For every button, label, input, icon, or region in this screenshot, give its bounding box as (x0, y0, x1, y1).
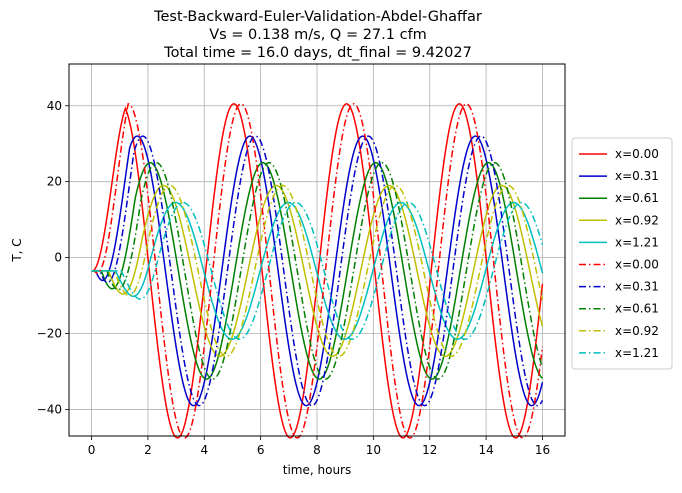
series-line-2 (91, 161, 543, 380)
y-tick-label: 0 (54, 251, 62, 265)
series-line-0 (91, 103, 544, 439)
legend-entry-label: x=0.61 (615, 302, 659, 316)
plot-lines (91, 103, 544, 439)
title-line-2: Vs = 0.138 m/s, Q = 27.1 cfm (209, 27, 427, 43)
series-line-4 (91, 201, 544, 340)
series-line-8 (91, 184, 544, 358)
chart-title: Test-Backward-Euler-Validation-Abdel-Gha… (153, 9, 482, 61)
legend-entry-label: x=0.00 (615, 258, 659, 272)
series-line-9 (91, 201, 544, 340)
y-tick-label: −20 (37, 327, 62, 341)
x-tick-label: 6 (257, 443, 265, 457)
legend-entry-label: x=0.31 (615, 280, 659, 294)
series-line-6 (91, 135, 544, 407)
legend-entry-label: x=1.21 (615, 346, 659, 360)
legend-entry-label: x=0.00 (615, 147, 659, 161)
grid (69, 64, 565, 436)
series-line-3 (91, 184, 544, 358)
x-tick-label: 8 (313, 443, 321, 457)
legend-entry-label: x=0.31 (615, 169, 659, 183)
x-tick-label: 16 (535, 443, 550, 457)
x-tick-label: 14 (478, 443, 493, 457)
axis-ticks: 0 2 4 6 8 10 12 14 16 −40 −20 0 20 40 (37, 99, 550, 457)
y-axis-label: T, C (10, 238, 24, 262)
x-tick-label: 12 (422, 443, 437, 457)
y-tick-label: 20 (47, 175, 62, 189)
legend: x=0.00 x=0.31 x=0.61 x=0.92 x=1.21 x=0.00 x=0.… (571, 137, 673, 370)
x-tick-label: 0 (88, 443, 96, 457)
title-line-3: Total time = 16.0 days, dt_final = 9.420… (163, 45, 472, 61)
y-tick-label: −40 (37, 402, 62, 416)
x-tick-label: 4 (200, 443, 208, 457)
legend-entry-label: x=0.92 (615, 324, 659, 338)
legend-entry-label: x=0.92 (615, 213, 659, 227)
x-tick-label: 10 (366, 443, 381, 457)
title-line-1: Test-Backward-Euler-Validation-Abdel-Gha… (153, 9, 482, 25)
series-line-7 (91, 161, 544, 380)
series-line-1 (91, 135, 544, 407)
legend-box (571, 137, 673, 370)
legend-entry-label: x=1.21 (615, 235, 659, 249)
legend-entry-label: x=0.61 (615, 191, 659, 205)
x-tick-label: 2 (144, 443, 152, 457)
x-axis-label: time, hours (283, 463, 351, 477)
y-tick-label: 40 (47, 99, 62, 113)
